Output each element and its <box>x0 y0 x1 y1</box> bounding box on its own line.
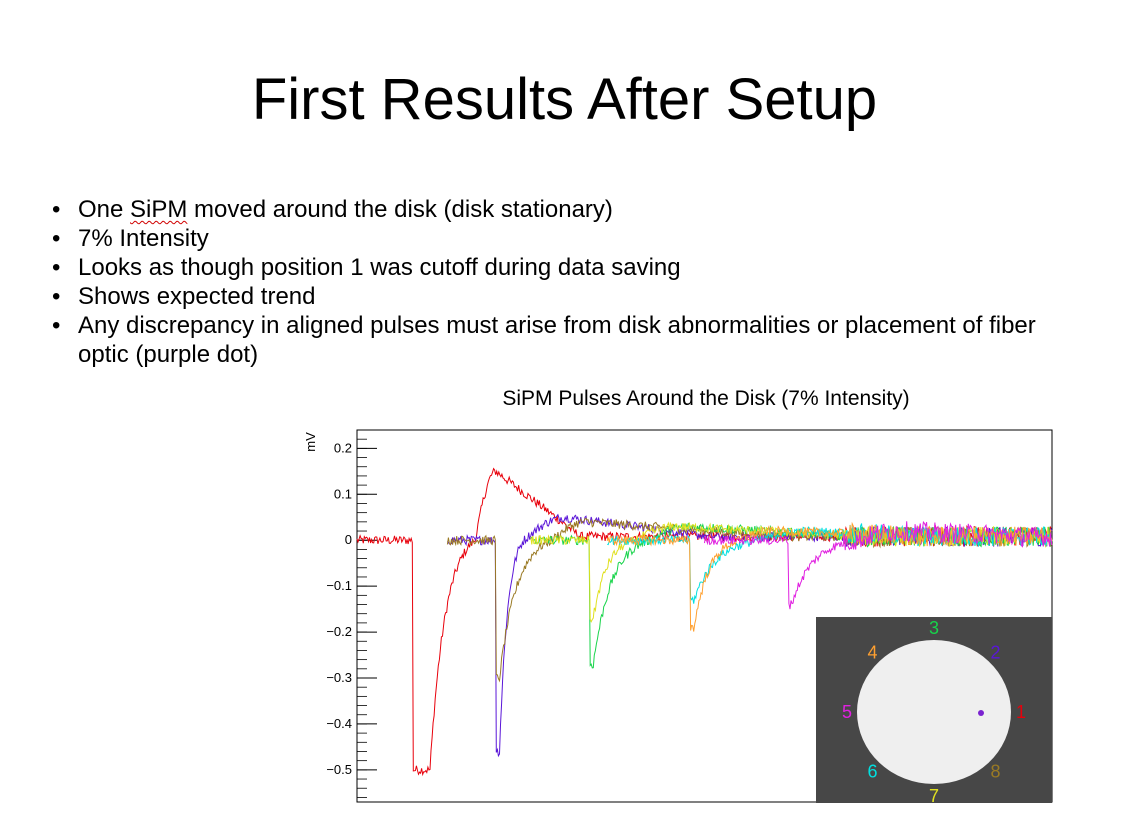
position-label: 7 <box>929 786 939 806</box>
pulse-series-line <box>530 522 1053 669</box>
position-label: 4 <box>867 643 877 663</box>
y-axis: 0.2 0.1 0 −0.1 −0.2 −0.3 −0.4 −0.5 <box>326 438 377 798</box>
bullet-text: 7% Intensity <box>78 225 209 252</box>
y-tick-label: −0.2 <box>326 624 352 639</box>
bullet-glyph: • <box>52 254 61 281</box>
bullet-list: • One SiPM moved around the disk (disk st… <box>50 195 1080 369</box>
position-label: 3 <box>929 618 939 638</box>
bullet-item: • Any discrepancy in aligned pulses must … <box>50 311 1080 369</box>
pulse-series-line <box>606 521 1052 632</box>
y-tick-label: 0.2 <box>334 440 352 455</box>
y-tick-label: 0.1 <box>334 486 352 501</box>
position-label: 5 <box>842 702 852 722</box>
disk-diagram-inset: 1 2 3 4 5 6 7 8 <box>816 617 1052 806</box>
bullet-glyph: • <box>52 196 61 223</box>
series-group <box>356 467 1053 777</box>
y-tick-label: 0 <box>345 532 352 547</box>
bullet-item: • Looks as though position 1 was cutoff d… <box>50 253 1080 282</box>
bullet-glyph: • <box>52 312 61 339</box>
bullet-item: • One SiPM moved around the disk (disk st… <box>50 195 1080 224</box>
disk <box>857 640 1011 784</box>
bullet-text: Looks as though position 1 was cutoff du… <box>78 254 681 281</box>
pulse-series-line <box>704 520 1053 610</box>
y-tick-label: −0.1 <box>326 578 352 593</box>
bullet-text: Shows expected trend <box>78 283 316 310</box>
y-tick-label: −0.4 <box>326 716 352 731</box>
position-label: 2 <box>990 643 1000 663</box>
y-axis-label: mV <box>303 432 318 452</box>
position-label: 1 <box>1016 702 1026 722</box>
y-tick-label: −0.3 <box>326 670 352 685</box>
chart-title: SiPM Pulses Around the Disk (7% Intensit… <box>502 387 910 410</box>
bullet-glyph: • <box>52 225 61 252</box>
pulse-series-line <box>607 523 1052 604</box>
position-label: 8 <box>990 761 1000 781</box>
spellcheck-flagged-word[interactable]: SiPM <box>130 196 188 223</box>
bullet-text: One <box>78 196 131 223</box>
slide-title: First Results After Setup <box>251 67 878 132</box>
bullet-item: • 7% Intensity <box>50 224 1080 253</box>
fiber-optic-dot <box>978 710 984 716</box>
bullet-item: • Shows expected trend <box>50 282 1080 311</box>
bullet-glyph: • <box>52 283 61 310</box>
bullet-text: moved around the disk (disk stationary) <box>187 196 613 223</box>
bullet-text: Any discrepancy in aligned pulses must a… <box>78 312 1036 368</box>
position-label: 6 <box>867 761 877 781</box>
y-tick-label: −0.5 <box>326 762 352 777</box>
